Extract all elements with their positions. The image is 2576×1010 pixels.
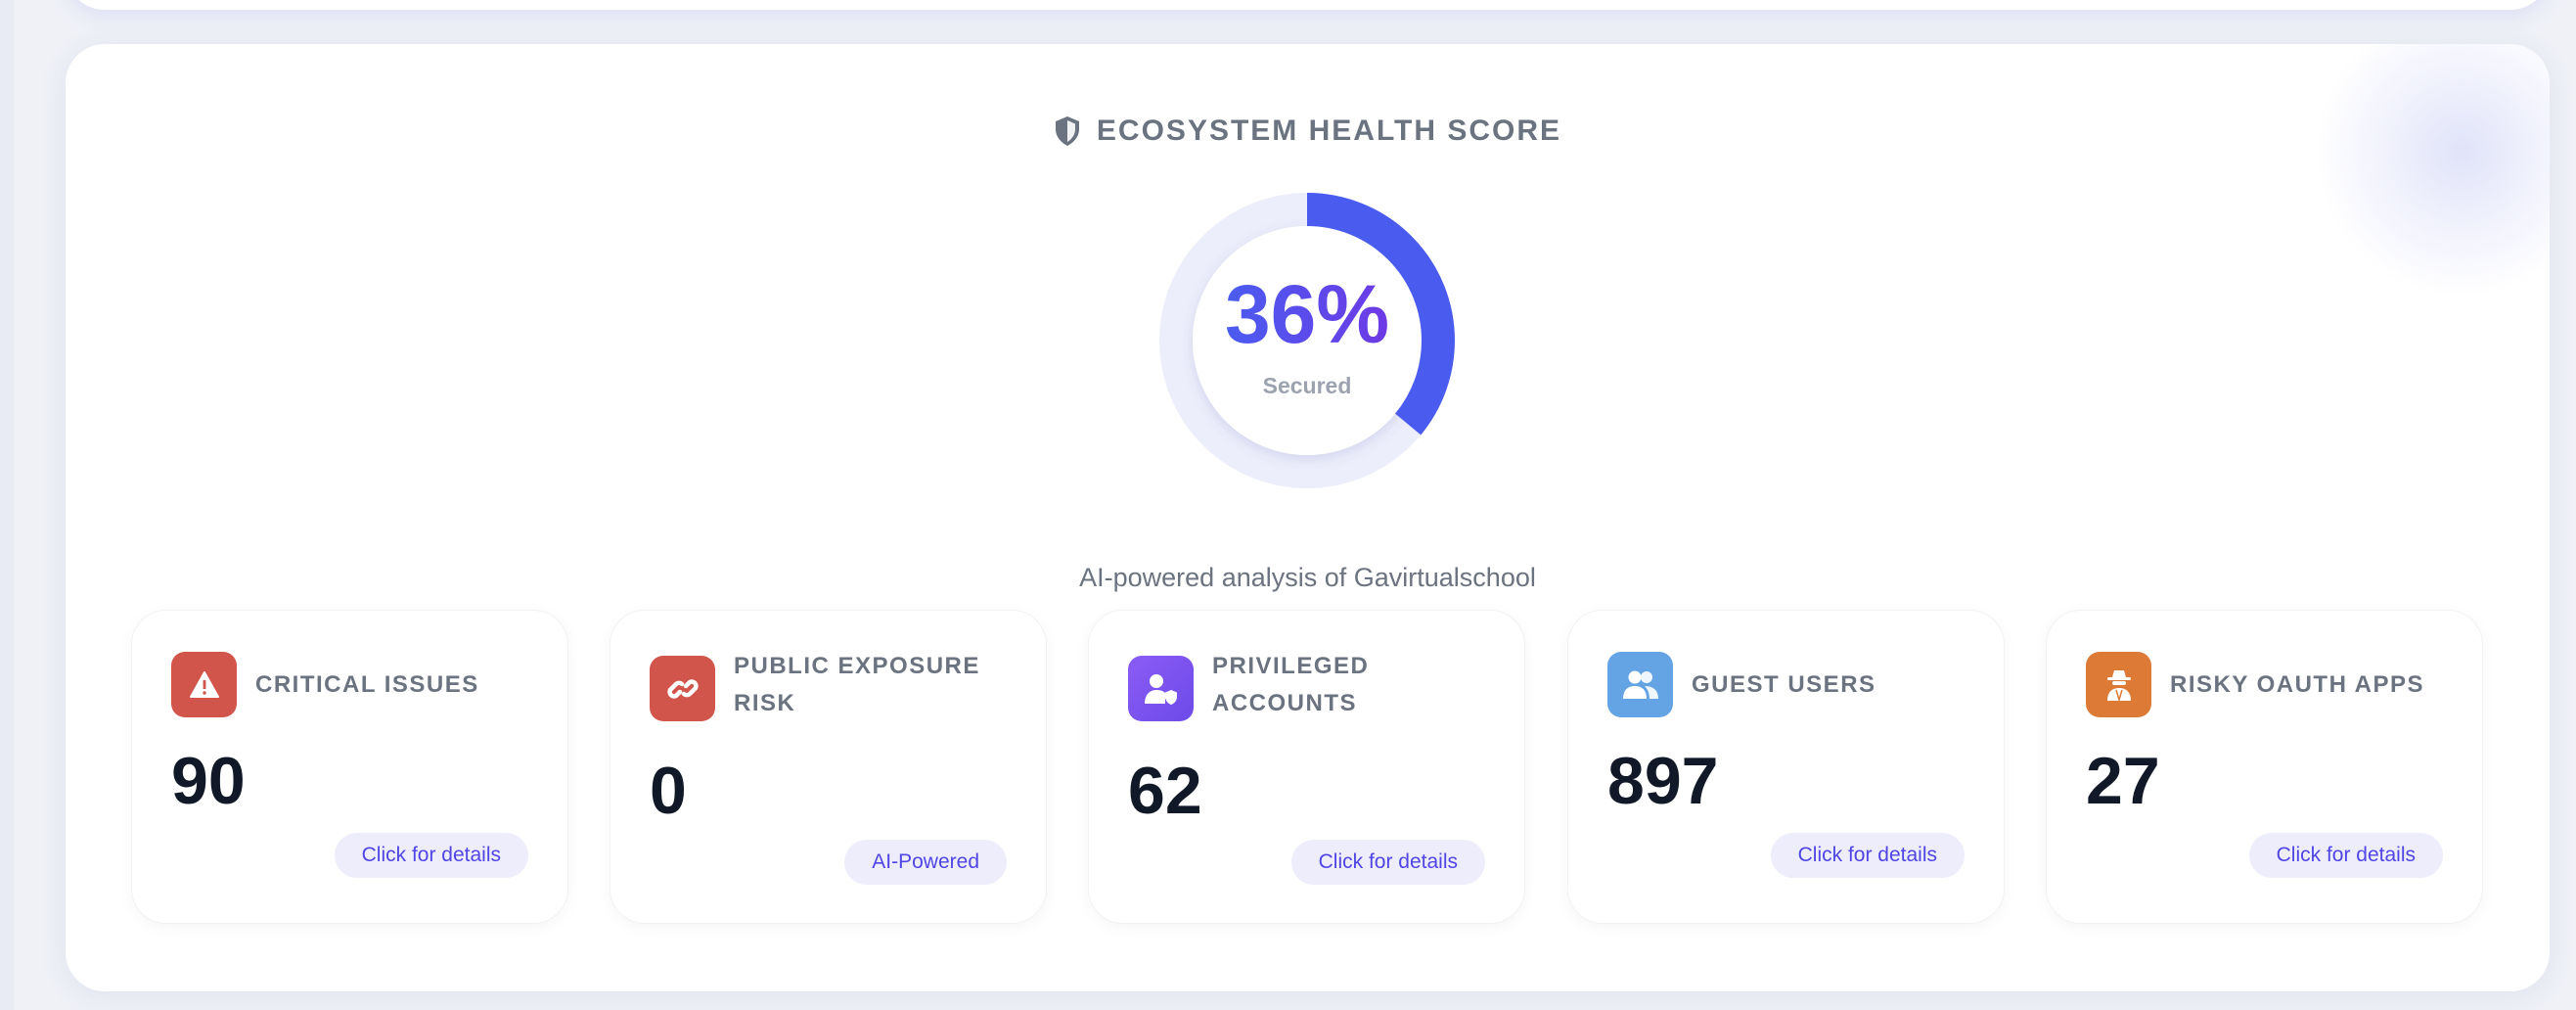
ai-powered-badge[interactable]: AI-Powered xyxy=(844,840,1007,885)
details-button[interactable]: Click for details xyxy=(1290,840,1485,885)
gauge-progress-arc xyxy=(1159,193,1455,488)
shield-icon xyxy=(1055,116,1079,146)
health-gauge xyxy=(1159,193,1455,488)
card-label: CRITICAL ISSUES xyxy=(255,670,479,698)
analysis-subtitle: AI-powered analysis of Gavirtualschool xyxy=(1079,563,1536,592)
previous-panel xyxy=(66,0,2550,10)
link-icon xyxy=(650,656,715,721)
user-shield-icon xyxy=(1128,656,1194,721)
card-label: PUBLIC EXPOSURE RISK xyxy=(734,652,980,716)
card-value: 0 xyxy=(650,754,687,828)
card-value: 897 xyxy=(1607,744,1719,818)
card-public-exposure[interactable]: PUBLIC EXPOSURE RISK 0 AI-Powered xyxy=(610,610,1047,924)
health-score-panel: ECOSYSTEM HEALTH SCORE 36% Secured AI-po… xyxy=(66,44,2550,991)
card-value: 27 xyxy=(2086,744,2160,818)
warning-icon xyxy=(171,652,237,717)
details-button[interactable]: Click for details xyxy=(1770,833,1965,878)
card-label: PRIVILEGED ACCOUNTS xyxy=(1212,652,1370,716)
card-guest-users[interactable]: GUEST USERS 897 Click for details xyxy=(1567,610,2005,924)
title-text: ECOSYSTEM HEALTH SCORE xyxy=(1096,115,1562,147)
details-button[interactable]: Click for details xyxy=(2248,833,2443,878)
gauge-inner xyxy=(1193,226,1422,455)
card-privileged-accounts[interactable]: PRIVILEGED ACCOUNTS 62 Click for details xyxy=(1088,610,1525,924)
card-label: GUEST USERS xyxy=(1692,670,1876,698)
users-icon xyxy=(1607,652,1673,717)
card-label: RISKY OAUTH APPS xyxy=(2170,670,2425,698)
sidebar-edge xyxy=(0,0,14,1010)
card-value: 62 xyxy=(1128,754,1202,828)
card-critical-issues[interactable]: CRITICAL ISSUES 90 Click for details xyxy=(131,610,568,924)
spy-icon xyxy=(2086,652,2151,717)
card-value: 90 xyxy=(171,744,246,818)
score-percent: 36% xyxy=(1224,267,1390,360)
score-label: Secured xyxy=(1262,372,1352,398)
gauge-text: 36% Secured xyxy=(1159,193,1455,488)
panel-title: ECOSYSTEM HEALTH SCORE xyxy=(66,115,2550,148)
decorative-glow xyxy=(2315,44,2550,298)
details-button[interactable]: Click for details xyxy=(334,833,528,878)
card-risky-oauth-apps[interactable]: RISKY OAUTH APPS 27 Click for details xyxy=(2046,610,2483,924)
